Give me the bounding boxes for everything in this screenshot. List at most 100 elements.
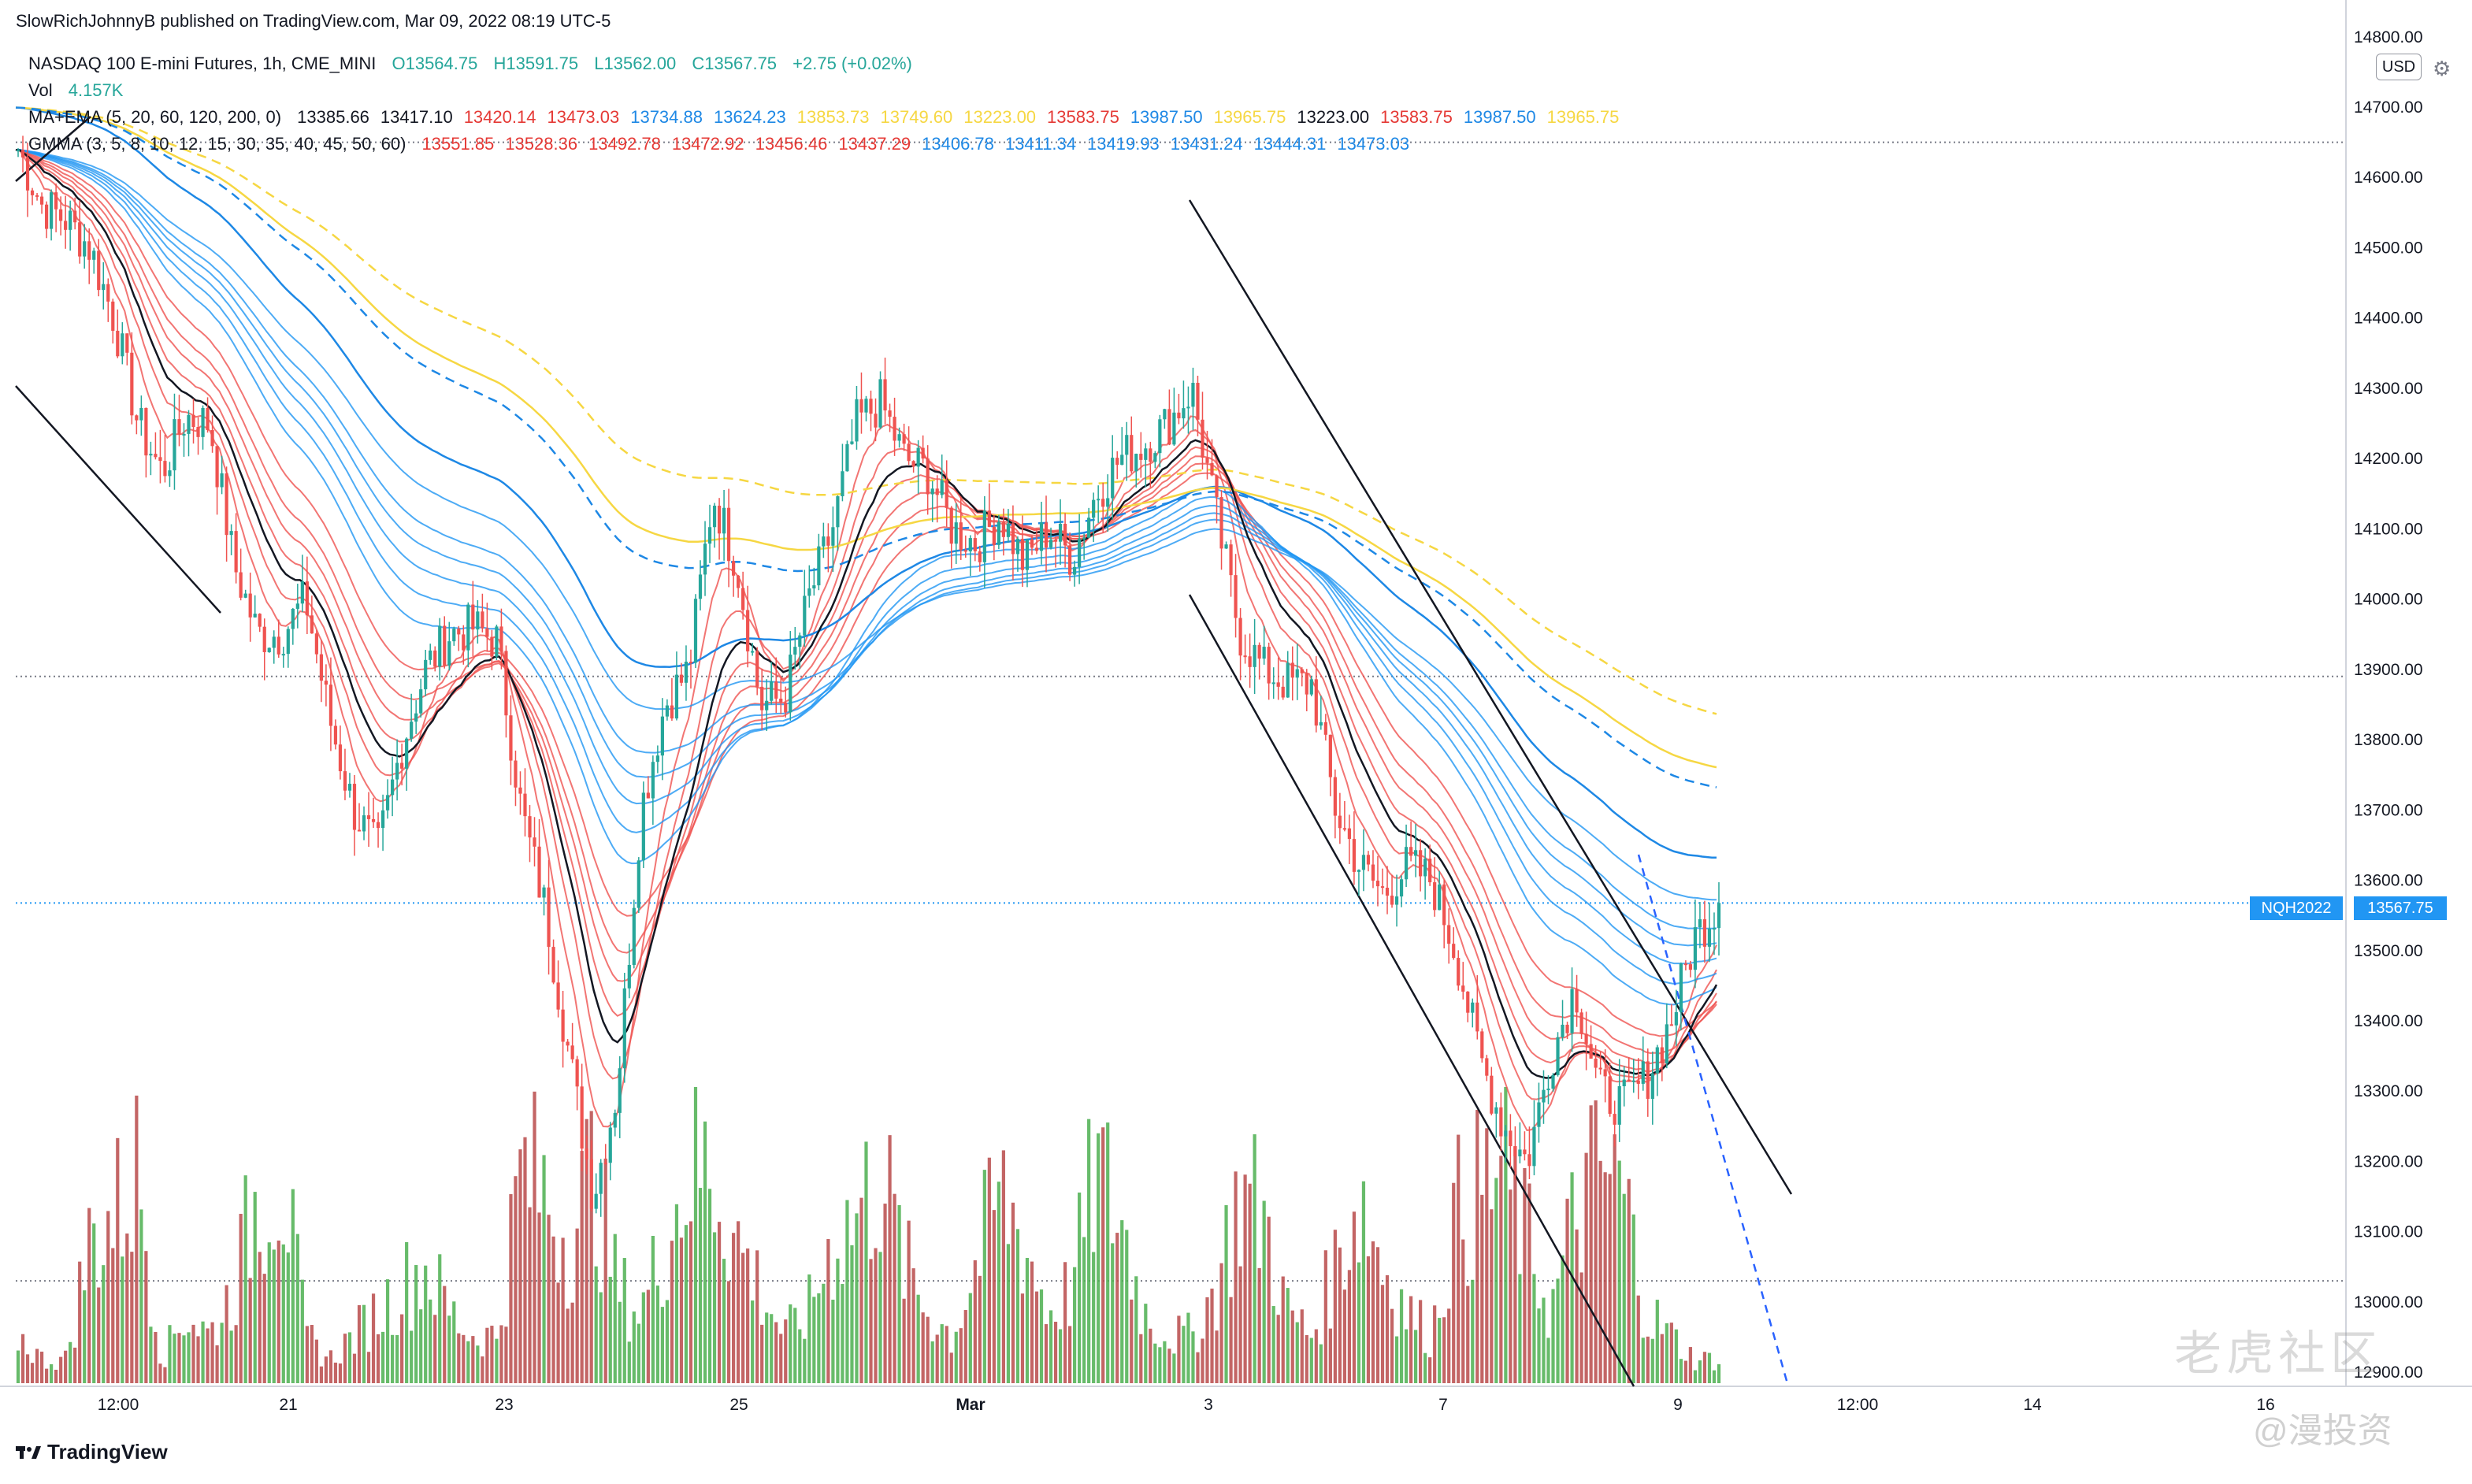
candle-body xyxy=(1092,499,1096,518)
candle-body xyxy=(97,250,101,291)
candle-body xyxy=(1409,847,1413,856)
candle-body xyxy=(689,662,693,664)
handle-watermark: @漫投资 xyxy=(2253,1412,2392,1450)
volume-bar xyxy=(1153,1343,1157,1383)
candle-body xyxy=(817,546,821,586)
volume-bar xyxy=(220,1323,224,1383)
price-tick-label: 14300.00 xyxy=(2354,380,2423,398)
candle-body xyxy=(16,150,20,152)
volume-bar xyxy=(1253,1134,1256,1383)
volume-bar xyxy=(1480,1194,1484,1383)
gear-icon[interactable]: ⚙ xyxy=(2433,57,2452,80)
candle-body xyxy=(182,433,186,436)
candle-body xyxy=(1688,964,1693,970)
candle-body xyxy=(291,608,295,629)
candle-body xyxy=(1712,928,1717,930)
candle-body xyxy=(139,407,143,421)
volume-bar xyxy=(717,1222,722,1383)
candle-body xyxy=(111,301,115,331)
candle-body xyxy=(1305,673,1308,695)
candle-body xyxy=(566,1041,570,1046)
candle-body xyxy=(551,947,555,983)
candle-body xyxy=(125,333,129,353)
candle-body xyxy=(452,629,456,642)
candle-body xyxy=(277,636,280,655)
time-tick-label: 3 xyxy=(1204,1396,1213,1414)
volume-bar xyxy=(817,1293,821,1383)
candle-body xyxy=(779,698,783,703)
volume-bar xyxy=(234,1325,238,1383)
volume-bar xyxy=(637,1323,640,1383)
candle-body xyxy=(921,447,925,459)
volume-bar xyxy=(295,1234,299,1383)
volume-bar xyxy=(54,1369,58,1383)
volume-bar xyxy=(64,1350,68,1383)
candle-body xyxy=(542,887,546,898)
volume-bar xyxy=(267,1242,271,1383)
trend-line xyxy=(15,385,221,614)
volume-bar xyxy=(1053,1322,1058,1383)
volume-bar xyxy=(963,1310,967,1383)
volume-bar xyxy=(570,1302,574,1383)
volume-bar xyxy=(44,1368,49,1383)
candle-body xyxy=(1300,669,1304,673)
ma-line xyxy=(15,106,1717,859)
volume-bar xyxy=(1167,1349,1171,1383)
candle-body xyxy=(841,471,844,497)
legend-gmma-value: 13473.03 xyxy=(1337,134,1410,154)
volume-bar xyxy=(1352,1211,1357,1383)
candle-body xyxy=(1087,518,1091,538)
volume-bar xyxy=(632,1311,636,1383)
candle-body xyxy=(490,636,494,657)
volume-bar xyxy=(380,1331,385,1383)
volume-bar xyxy=(1598,1160,1602,1383)
legend-gmma-value: 13406.78 xyxy=(922,134,994,154)
legend-volume-row[interactable]: Vol 4.157K xyxy=(28,80,134,101)
candle-body xyxy=(537,846,541,898)
candle-body xyxy=(1276,682,1280,687)
candle-body xyxy=(798,635,802,647)
candle-body xyxy=(267,647,271,652)
volume-bar xyxy=(490,1326,494,1383)
publisher-header: SlowRichJohnnyB published on TradingView… xyxy=(16,11,611,31)
volume-bar xyxy=(395,1334,399,1383)
candle-body xyxy=(1149,448,1152,462)
volume-bar xyxy=(1111,1243,1115,1383)
legend-ma-value: 13583.75 xyxy=(1380,107,1453,127)
legend-gmma-value: 13472.92 xyxy=(671,134,744,154)
time-tick-label: 7 xyxy=(1438,1396,1448,1414)
candle-body xyxy=(35,195,39,197)
candle-body xyxy=(357,829,362,832)
volume-bar xyxy=(116,1137,120,1383)
volume-bar xyxy=(869,1259,873,1383)
currency-button[interactable]: USD xyxy=(2376,54,2422,80)
candle-body xyxy=(784,702,788,713)
volume-bar xyxy=(911,1268,915,1383)
tradingview-logo[interactable]: TradingView xyxy=(16,1440,168,1464)
candle-body xyxy=(1120,454,1124,466)
volume-bar xyxy=(385,1279,390,1383)
volume-bar xyxy=(125,1233,129,1383)
volume-bar xyxy=(679,1237,684,1383)
candle-body xyxy=(1622,1079,1626,1087)
legend-gmma-value: 13431.24 xyxy=(1170,134,1243,154)
volume-bar xyxy=(992,1210,996,1383)
volume-bar xyxy=(414,1265,418,1383)
volume-bar xyxy=(698,1188,703,1383)
candle-body xyxy=(163,461,167,477)
legend-ma-row[interactable]: MA+EMA (5, 20, 60, 120, 200, 0) 13385.66… xyxy=(28,107,1630,128)
candle-body xyxy=(1423,859,1427,877)
legend-symbol-row[interactable]: NASDAQ 100 E-mini Futures, 1h, CME_MINI … xyxy=(28,54,923,74)
candle-body xyxy=(106,284,110,302)
legend-ma-value: 13965.75 xyxy=(1213,107,1286,127)
volume-bar xyxy=(1613,1134,1616,1383)
volume-bar xyxy=(92,1223,96,1383)
volume-bar xyxy=(731,1233,736,1383)
volume-bar xyxy=(1149,1328,1152,1383)
candle-body xyxy=(229,531,233,536)
volume-bar xyxy=(106,1211,110,1383)
candle-body xyxy=(1295,669,1299,678)
tradingview-logo-text: TradingView xyxy=(47,1440,168,1464)
legend-gmma-row[interactable]: GMMA (3, 5, 8, 10, 12, 15, 30, 35, 40, 4… xyxy=(28,134,1420,154)
